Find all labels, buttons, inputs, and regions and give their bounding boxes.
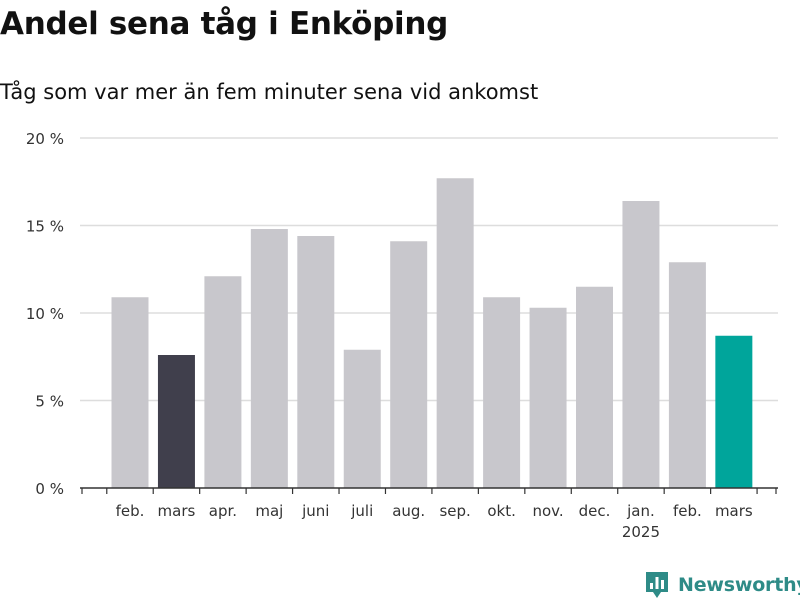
x-axis (80, 487, 778, 494)
y-tick-label: 15 % (26, 218, 64, 236)
y-tick-label: 10 % (26, 305, 64, 323)
x-tick-label: feb. (673, 502, 702, 520)
x-tick-label: nov. (532, 502, 563, 520)
gridlines (80, 137, 778, 402)
x-tick-sublabel: 2025 (622, 523, 660, 541)
x-tick-label: juli (350, 502, 373, 520)
x-tick-label: jan. (626, 502, 655, 520)
bar (157, 355, 195, 488)
x-tick-label: okt. (487, 502, 516, 520)
y-tick-label: 20 % (26, 130, 64, 148)
bar-chart: 0 % 5 % 10 % 15 % 20 % feb. mars apr. maj juni jul… (26, 130, 778, 541)
y-tick-label: 0 % (35, 480, 64, 498)
x-tick-label: mars (158, 502, 196, 520)
x-tick-label: sep. (439, 502, 470, 520)
y-tick-label: 5 % (35, 393, 64, 411)
bar (529, 307, 567, 488)
x-tick-label: mars (715, 502, 753, 520)
bar (436, 178, 474, 488)
bar (668, 262, 706, 488)
x-tick-label: maj (255, 502, 283, 520)
x-tick-label: juni (301, 502, 329, 520)
bar (715, 335, 753, 488)
tick-labels: 0 % 5 % 10 % 15 % 20 % feb. mars apr. maj juni jul… (26, 130, 753, 541)
brand-name: Newsworthy (678, 574, 800, 596)
bar (111, 297, 149, 488)
bar (390, 241, 428, 488)
bars (111, 178, 753, 488)
bar (576, 286, 613, 488)
chart-title: Andel sena tåg i Enköping (0, 6, 448, 42)
x-tick-label: feb. (116, 502, 145, 520)
bar (622, 201, 660, 488)
brand-logo: Newsworthy (644, 568, 800, 602)
x-tick-label: aug. (392, 502, 425, 520)
newsworthy-logo-icon (646, 572, 668, 598)
x-tick-label: apr. (209, 502, 237, 520)
x-tick-label: dec. (579, 502, 611, 520)
bar (483, 297, 521, 488)
bar (250, 229, 288, 488)
bar (343, 349, 381, 488)
bar (204, 276, 242, 488)
chart-subtitle: Tåg som var mer än fem minuter sena vid … (0, 80, 539, 104)
bar (297, 236, 335, 488)
